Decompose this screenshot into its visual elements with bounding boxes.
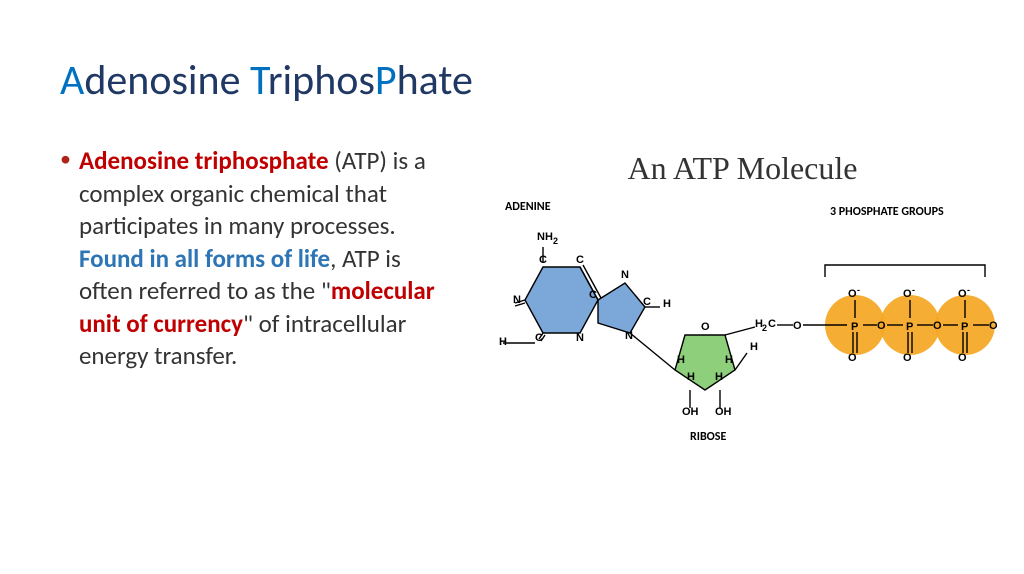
svg-text:H: H <box>687 371 695 383</box>
svg-text:O: O <box>701 321 710 333</box>
svg-text:O: O <box>958 288 967 300</box>
svg-text:C: C <box>539 254 547 266</box>
svg-text:C: C <box>535 332 543 344</box>
atp-diagram: An ATP Molecule ADENINE 3 PHOSPHATE GROU… <box>485 150 1000 460</box>
svg-text:OH: OH <box>682 406 699 418</box>
svg-text:O: O <box>933 320 942 332</box>
diagram-title: An ATP Molecule <box>485 150 1000 187</box>
slide-title: Adenosine TriphosPhate <box>60 55 473 106</box>
svg-text:O: O <box>903 352 912 364</box>
svg-text:H: H <box>725 354 733 366</box>
svg-text:C: C <box>589 289 597 301</box>
svg-text:-: - <box>967 285 970 295</box>
svg-text:O: O <box>989 320 998 332</box>
svg-text:C: C <box>576 254 584 266</box>
svg-text:H: H <box>499 336 507 348</box>
svg-text:P: P <box>961 321 968 333</box>
svg-text:O: O <box>793 320 802 332</box>
svg-text:H: H <box>663 298 671 310</box>
svg-text:O: O <box>848 352 857 364</box>
svg-text:N: N <box>513 294 521 306</box>
svg-text:N: N <box>621 269 629 281</box>
bullet-block: • Adenosine triphosphate (ATP) is a comp… <box>60 145 460 373</box>
svg-text:2: 2 <box>762 323 767 333</box>
svg-text:H: H <box>715 371 723 383</box>
svg-text:O: O <box>848 288 857 300</box>
svg-text:OH: OH <box>715 406 732 418</box>
svg-text:NH: NH <box>537 231 553 243</box>
svg-text:-: - <box>857 285 860 295</box>
svg-text:-: - <box>912 285 915 295</box>
svg-text:H: H <box>750 341 758 353</box>
svg-text:O: O <box>958 352 967 364</box>
svg-text:O: O <box>877 320 886 332</box>
molecule-svg: NH2CNCCNCHNCHNOHHHHOHOHHH2COPPPOOOO-O-O-… <box>485 205 1000 455</box>
svg-text:O: O <box>903 288 912 300</box>
svg-text:P: P <box>906 321 913 333</box>
svg-text:P: P <box>851 321 858 333</box>
svg-text:C: C <box>643 296 651 308</box>
bullet-paragraph: Adenosine triphosphate (ATP) is a comple… <box>79 145 460 373</box>
svg-text:N: N <box>625 330 633 342</box>
svg-text:H: H <box>677 354 685 366</box>
bullet-icon: • <box>60 145 71 373</box>
svg-text:C: C <box>768 318 776 330</box>
svg-text:2: 2 <box>553 236 558 246</box>
svg-text:N: N <box>576 332 584 344</box>
